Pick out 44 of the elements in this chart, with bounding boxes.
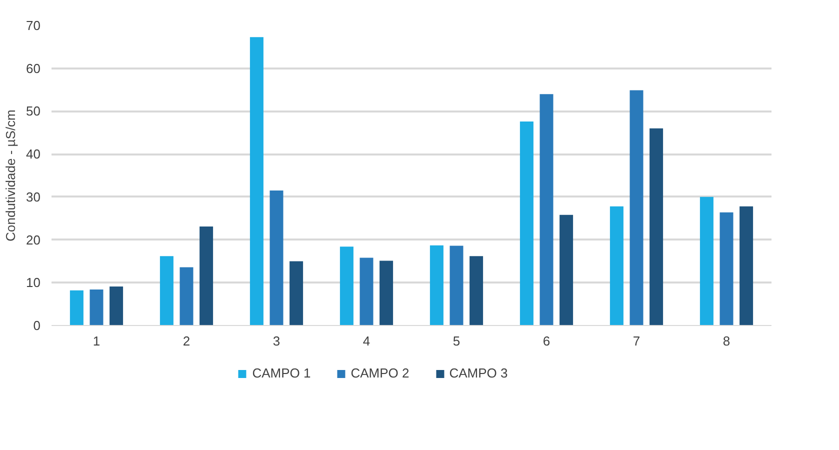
x-tick-label: 3 [272,334,280,348]
bar [70,290,84,326]
bar [630,90,644,326]
bar [340,246,354,326]
y-tick-label: 0 [33,318,41,333]
legend-label: CAMPO 3 [449,366,508,380]
legend-label: CAMPO 1 [252,366,311,380]
bar [180,267,194,326]
bar [520,122,534,326]
y-tick-label: 40 [26,146,41,162]
x-tick-label: 1 [92,334,100,348]
y-tick-label: 60 [26,60,41,76]
bar [610,206,624,326]
legend-label: CAMPO 2 [350,366,410,380]
bar [560,214,574,326]
bar [200,226,214,326]
bar [90,290,104,326]
bar [430,245,444,326]
bar [470,256,484,326]
bar [250,37,264,326]
bar [270,190,284,326]
x-tick-label: 2 [182,334,190,348]
bar [720,212,734,326]
bar [450,246,464,326]
y-tick-label: 30 [26,189,41,204]
x-tick-label: 5 [452,334,460,348]
x-tick-label: 7 [632,334,640,348]
y-axis-title: Condutividade - µS/cm [3,110,18,242]
y-tick-label: 20 [26,232,41,248]
x-tick-label: 8 [722,334,730,348]
bar [700,196,714,326]
y-tick-label: 10 [26,275,41,290]
x-tick-label: 6 [542,334,550,348]
y-tick-label: 70 [26,18,41,33]
bar [160,256,174,326]
y-tick-label: 50 [26,104,41,119]
bar [650,128,664,326]
bar [360,258,374,326]
bar [540,94,554,326]
x-tick-label: 4 [362,334,370,348]
bar [740,206,754,326]
bar [110,286,124,326]
bar [380,260,394,326]
bar [290,261,304,326]
